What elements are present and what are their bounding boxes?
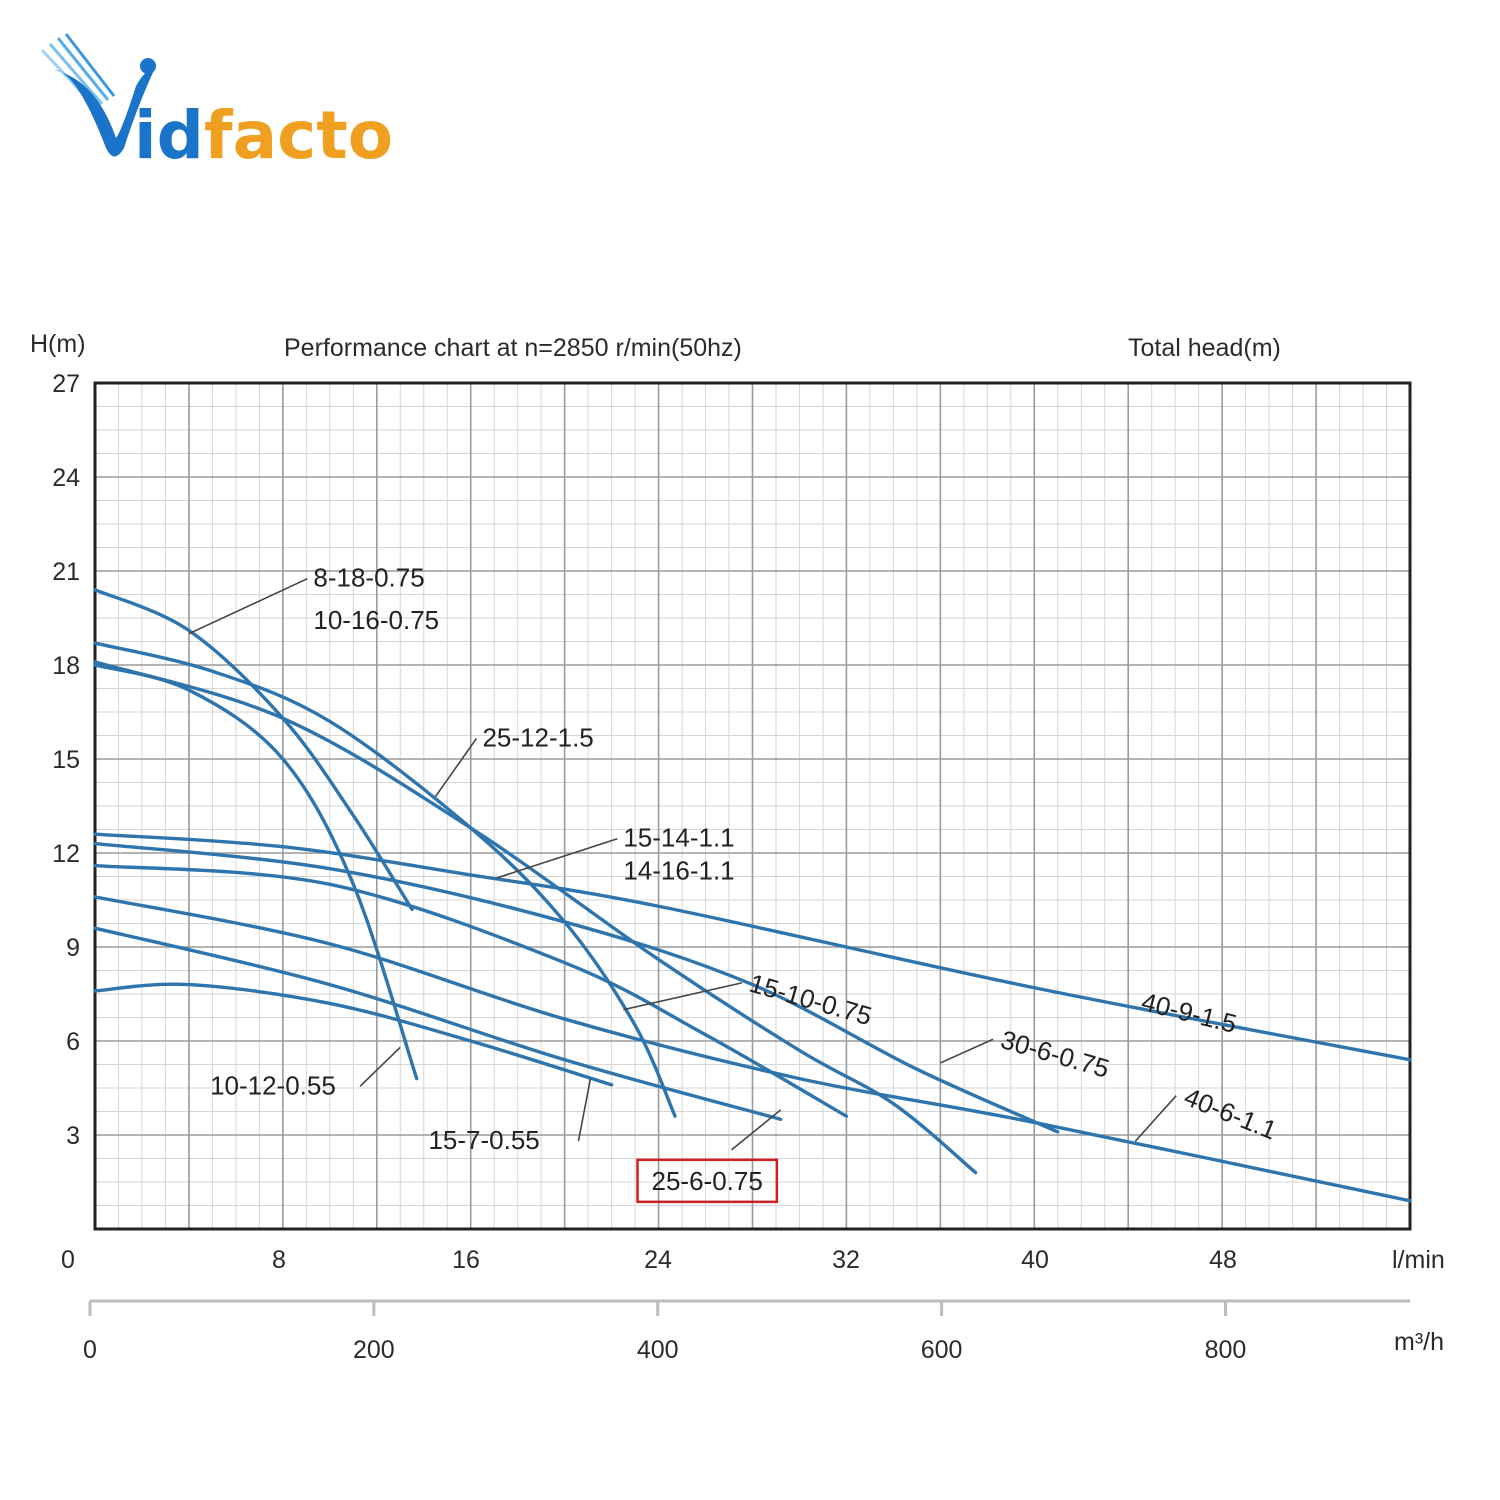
leader-line-1	[188, 577, 308, 635]
leader-line-4	[496, 837, 618, 879]
y-tick-label: 27	[52, 370, 80, 398]
x-tick-label: 48	[1209, 1246, 1237, 1274]
leader-line-12	[731, 1109, 782, 1151]
leader-line-9	[1134, 1095, 1177, 1142]
y-tick-label: 18	[52, 652, 80, 680]
curve-label-3: 25-12-1.5	[482, 722, 593, 752]
x-axis-label: l/min	[1392, 1246, 1445, 1274]
y-tick-labels: 3 6 9 12 15 18 21 24 27	[52, 370, 80, 1150]
curve-label-11: 15-7-0.55	[428, 1125, 539, 1155]
curve-label-1: 8-18-0.75	[313, 563, 424, 593]
curve-label-10: 10-12-0.55	[210, 1070, 336, 1100]
pump-curve-1	[93, 588, 414, 912]
y-tick-label: 15	[52, 746, 80, 774]
logo-v-shape	[54, 69, 154, 157]
secondary-tick-label: 400	[637, 1336, 679, 1364]
curve-label-4: 15-14-1.1	[623, 823, 734, 853]
leader-line-3	[434, 738, 478, 798]
pump-curve-2	[93, 663, 419, 1081]
svg-text:idfactor: idfactor	[134, 97, 396, 174]
x-tick-labels: 0 8 16 24 32 40 48	[61, 1246, 1237, 1274]
vidfactor-logo: idfactor	[40, 33, 396, 174]
pump-curve-7	[93, 863, 849, 1118]
secondary-x-ticks: 0 200 400 600 800	[83, 1301, 1246, 1364]
x-tick-label: 16	[452, 1246, 480, 1274]
x-tick-label: 24	[644, 1246, 672, 1274]
leader-line-10	[359, 1046, 401, 1087]
logo-text-factor: factor	[204, 97, 396, 174]
logo-bird-head	[140, 58, 156, 74]
pump-curve-6	[93, 841, 1060, 1134]
secondary-tick-label: 600	[921, 1336, 963, 1364]
curve-label-5: 14-16-1.1	[623, 856, 734, 886]
curve-label-7: 30-6-0.75	[997, 1024, 1112, 1084]
pump-curve-5	[93, 832, 1412, 1062]
pump-curves	[93, 588, 1412, 1203]
curve-label-2: 10-16-0.75	[313, 605, 439, 635]
plot-frame	[93, 381, 1412, 1231]
x-tick-label: 0	[61, 1246, 75, 1274]
curve-label-6: 15-10-0.75	[746, 968, 875, 1032]
y-tick-label: 9	[66, 934, 80, 962]
leader-line-6	[623, 982, 742, 1011]
curve-label-9: 40-6-1.1	[1180, 1081, 1281, 1145]
logo-text-i-d: id	[134, 97, 204, 174]
curve-label-12: 25-6-0.75	[652, 1166, 763, 1196]
x-tick-label: 32	[832, 1246, 860, 1274]
curve-annotations: 8-18-0.75 10-16-0.75 25-12-1.5 15-14-1.114-…	[188, 563, 1281, 1204]
leader-line-7	[940, 1038, 994, 1064]
x-tick-label: 40	[1021, 1246, 1049, 1274]
right-axis-label: Total head(m)	[1128, 334, 1281, 362]
pump-curve-8	[93, 895, 1412, 1203]
chart-title: Performance chart at n=2850 r/min(50hz)	[284, 334, 742, 362]
secondary-tick-label: 800	[1205, 1336, 1247, 1364]
y-tick-label: 3	[66, 1122, 80, 1150]
pump-curve-9	[93, 926, 783, 1122]
secondary-axis-label: m³/h	[1394, 1328, 1444, 1356]
secondary-tick-label: 200	[353, 1336, 395, 1364]
y-tick-label: 24	[52, 464, 80, 492]
secondary-tick-label: 0	[83, 1336, 97, 1364]
y-axis-label: H(m)	[30, 330, 86, 358]
pump-curve-10	[93, 982, 614, 1087]
highlight-box	[636, 1158, 779, 1204]
y-tick-label: 21	[52, 558, 80, 586]
y-tick-label: 12	[52, 840, 80, 868]
leader-line-11	[577, 1078, 592, 1142]
y-tick-label: 6	[66, 1028, 80, 1056]
x-tick-label: 8	[272, 1246, 286, 1274]
